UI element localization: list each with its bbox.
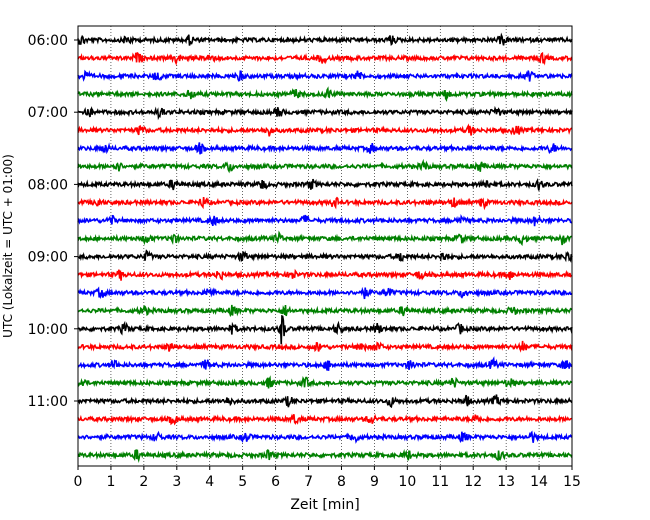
x-tick-label: 15: [563, 474, 581, 490]
trace-10:15: [77, 340, 573, 353]
x-tick-label: 13: [497, 474, 515, 490]
x-tick-label: 7: [304, 474, 313, 490]
trace-07:00: [77, 105, 573, 121]
trace-09:00: [77, 249, 573, 263]
y-tick-label: 10:00: [28, 322, 68, 338]
trace-11:45: [77, 448, 573, 463]
x-tick-label: 3: [172, 474, 181, 490]
trace-07:45: [77, 158, 573, 174]
trace-08:45: [77, 230, 573, 247]
y-tick-label: 08:00: [28, 177, 68, 193]
x-tick-label: 9: [370, 474, 379, 490]
y-tick-label: 06:00: [28, 33, 68, 49]
y-tick-label: 07:00: [28, 105, 68, 121]
x-tick-label: 6: [271, 474, 280, 490]
y-axis-ticks: 06:00 07:00 08:00 09:00 10:00 11:00: [28, 33, 78, 410]
trace-06:45: [77, 86, 573, 103]
trace-10:30: [77, 356, 573, 371]
trace-08:15: [77, 196, 573, 211]
x-tick-label: 0: [74, 474, 83, 490]
trace-09:45: [77, 304, 573, 318]
trace-09:30: [77, 286, 573, 300]
trace-07:15: [77, 123, 573, 137]
trace-lines: [77, 32, 573, 463]
trace-11:00: [77, 394, 573, 409]
trace-09:15: [77, 268, 573, 281]
y-tick-label: 11:00: [28, 394, 68, 410]
y-axis-label: UTC (Lokalzeit = UTC + 01:00): [1, 154, 15, 338]
x-tick-label: 4: [205, 474, 214, 490]
x-tick-label: 14: [530, 474, 548, 490]
trace-06:00: [77, 32, 573, 47]
trace-07:30: [77, 142, 573, 155]
trace-11:15: [77, 413, 573, 426]
trace-08:00: [77, 178, 573, 191]
x-tick-label: 5: [238, 474, 247, 490]
trace-08:30: [77, 213, 573, 227]
y-tick-label: 09:00: [28, 250, 68, 266]
trace-11:30: [77, 430, 573, 444]
x-axis-ticks: 0 1 2 3 4 5 6 7 8 9 10 11 12 13 14 15: [74, 466, 581, 490]
plot-frame: [77, 25, 573, 467]
trace-10:45: [77, 375, 573, 389]
trace-06:30: [77, 69, 573, 82]
x-axis-label: Zeit [min]: [290, 497, 359, 513]
x-tick-label: 11: [431, 474, 449, 490]
x-tick-label: 2: [139, 474, 148, 490]
x-tick-label: 12: [464, 474, 482, 490]
trace-06:15: [77, 51, 573, 66]
x-tick-label: 8: [337, 474, 346, 490]
x-tick-label: 1: [106, 474, 115, 490]
vertical-gridlines: [110, 26, 540, 466]
x-tick-label: 10: [398, 474, 416, 490]
trace-10:00: [77, 314, 573, 345]
plot-background: [78, 26, 572, 466]
